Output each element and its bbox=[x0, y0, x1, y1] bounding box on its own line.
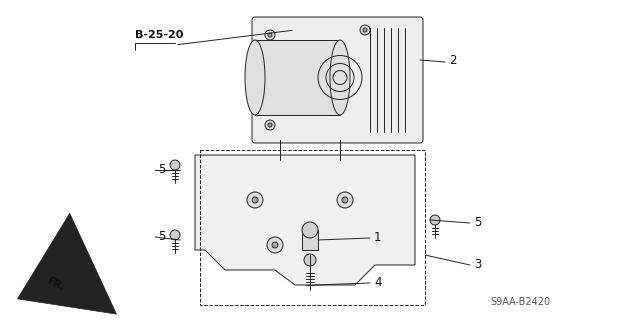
Circle shape bbox=[360, 25, 370, 35]
Text: S9AA-B2420: S9AA-B2420 bbox=[490, 297, 550, 307]
Circle shape bbox=[272, 242, 278, 248]
Circle shape bbox=[430, 215, 440, 225]
Circle shape bbox=[267, 237, 283, 253]
Ellipse shape bbox=[330, 40, 350, 115]
FancyBboxPatch shape bbox=[252, 17, 423, 143]
Circle shape bbox=[252, 197, 258, 203]
Circle shape bbox=[247, 192, 263, 208]
Circle shape bbox=[304, 254, 316, 266]
Text: 3: 3 bbox=[474, 258, 481, 271]
Text: 4: 4 bbox=[374, 276, 381, 289]
Circle shape bbox=[302, 222, 318, 238]
Text: 5: 5 bbox=[158, 230, 165, 243]
Circle shape bbox=[268, 123, 272, 127]
Circle shape bbox=[265, 120, 275, 130]
Bar bbox=[302, 230, 318, 250]
Text: 1: 1 bbox=[374, 231, 381, 244]
Text: 5: 5 bbox=[474, 216, 481, 229]
Circle shape bbox=[342, 197, 348, 203]
Circle shape bbox=[170, 160, 180, 170]
Bar bbox=[255, 40, 340, 115]
Text: FR.: FR. bbox=[45, 275, 65, 292]
Bar bbox=[200, 150, 425, 305]
Circle shape bbox=[337, 192, 353, 208]
Text: 5: 5 bbox=[158, 163, 165, 176]
Circle shape bbox=[265, 30, 275, 40]
Circle shape bbox=[170, 230, 180, 240]
Circle shape bbox=[363, 28, 367, 32]
Circle shape bbox=[268, 33, 272, 37]
Polygon shape bbox=[195, 155, 415, 285]
Ellipse shape bbox=[245, 40, 265, 115]
Text: 2: 2 bbox=[449, 54, 456, 67]
Text: B-25-20: B-25-20 bbox=[135, 30, 184, 40]
